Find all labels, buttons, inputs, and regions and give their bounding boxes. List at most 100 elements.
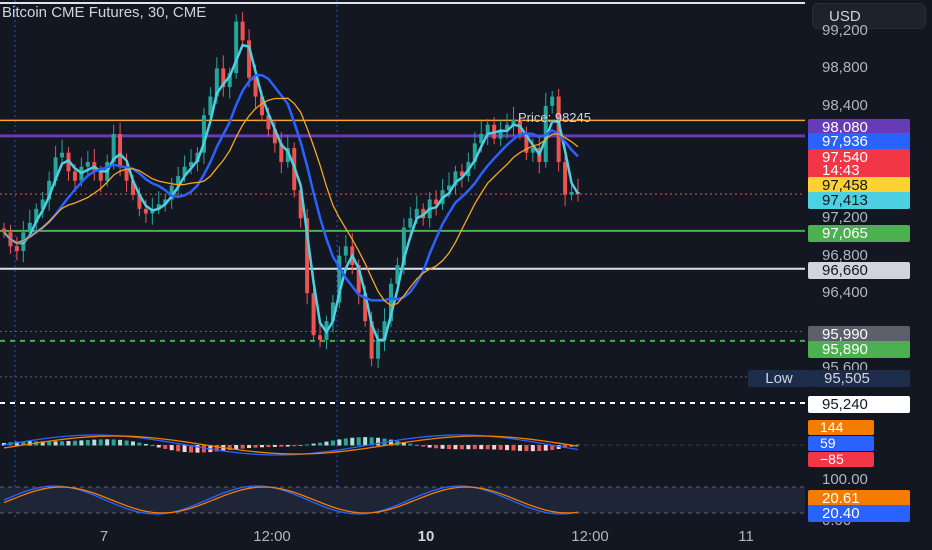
candle-body <box>337 255 342 303</box>
macd-bar <box>85 439 90 446</box>
price-badge: 95,505 <box>810 370 910 387</box>
price-badge: 97,458 <box>808 177 910 194</box>
y-tick-label: 98,800 <box>822 59 868 77</box>
macd-bar <box>118 439 123 446</box>
macd-bar <box>311 443 316 446</box>
macd-bar <box>337 439 342 446</box>
ma-mid-line <box>3 73 579 302</box>
candle-body <box>98 171 103 181</box>
macd-bar <box>511 445 516 451</box>
y-tick-label: 97,200 <box>822 209 868 227</box>
ma-fast-line <box>3 43 580 342</box>
macd-bar <box>318 442 323 446</box>
candle-body <box>27 222 32 233</box>
macd-bar <box>214 445 219 452</box>
price-annotation: Price: 98245 <box>518 110 591 125</box>
candle-body <box>47 180 52 200</box>
y-tick-label: 99,200 <box>822 22 868 39</box>
candle-body <box>266 115 271 130</box>
candle-body <box>72 171 77 181</box>
candle-body <box>208 96 213 116</box>
candle-body <box>240 21 245 41</box>
macd-bar <box>427 445 432 448</box>
candle-body <box>279 143 284 163</box>
candle-body <box>472 143 477 163</box>
candle-body <box>556 96 561 163</box>
candle-body <box>227 73 232 88</box>
macd-bar <box>498 445 503 450</box>
macd-bar <box>53 441 58 446</box>
price-badge: 98,080 <box>808 119 910 136</box>
candle-body <box>143 208 148 214</box>
macd-bar <box>2 443 6 446</box>
macd-bar <box>234 445 239 450</box>
macd-bar <box>505 445 510 451</box>
macd-bar <box>434 445 439 449</box>
candle-body <box>130 180 135 195</box>
macd-bar <box>130 441 135 446</box>
macd-bar <box>92 439 97 446</box>
candle-body <box>369 321 374 359</box>
candle-body <box>189 162 194 167</box>
x-tick-label: 10 <box>417 528 435 545</box>
macd-bar <box>189 445 194 453</box>
candle-body <box>234 21 239 74</box>
candle-body <box>311 293 316 336</box>
candle-body <box>330 302 335 322</box>
candle-body <box>343 246 348 256</box>
candle-body <box>40 199 45 209</box>
candle-body <box>388 283 393 322</box>
macd-bar <box>401 442 406 446</box>
macd-bar <box>105 439 110 446</box>
macd-bar <box>324 441 329 446</box>
candle-body <box>2 228 6 233</box>
candle-body <box>60 152 65 158</box>
candle-body <box>253 77 258 97</box>
stoch-tick-label: 100.00 <box>822 471 868 488</box>
macd-bar <box>111 439 116 446</box>
candle-body <box>259 96 264 116</box>
macd-signal-line <box>3 435 579 455</box>
macd-bar <box>72 440 77 446</box>
macd-bar <box>156 445 161 448</box>
macd-bar <box>408 443 413 446</box>
macd-bar <box>524 445 529 452</box>
candle-body <box>382 321 387 340</box>
candle-body <box>14 246 19 251</box>
stoch-badge: 20.40 <box>808 505 910 522</box>
x-tick-label: 11 <box>738 528 754 545</box>
candle-body <box>318 335 323 340</box>
macd-bar <box>292 445 297 447</box>
candle-body <box>363 293 368 322</box>
candle-body <box>163 199 168 205</box>
macd-bar <box>492 445 497 450</box>
macd-bar <box>414 444 419 446</box>
stoch-badge: 20.61 <box>808 490 910 507</box>
macd-bar <box>466 445 471 450</box>
candle-body <box>550 96 555 106</box>
macd-bar <box>150 445 155 446</box>
y-tick-label: 96,400 <box>822 284 868 302</box>
candle-body <box>298 190 303 219</box>
candle-body <box>395 265 400 284</box>
price-badge: 95,990 <box>808 326 910 343</box>
macd-bar <box>459 445 464 450</box>
candle-body <box>156 204 161 209</box>
candle-body <box>356 265 361 294</box>
macd-bar <box>543 445 548 451</box>
macd-bar <box>169 445 174 451</box>
candle-body <box>34 208 39 223</box>
macd-bar <box>227 445 232 451</box>
macd-bar <box>556 445 561 450</box>
candle-body <box>214 68 219 97</box>
currency-button[interactable]: USD <box>812 3 926 29</box>
macd-badge: 59 <box>808 436 874 451</box>
price-badge: 95,240 <box>808 396 910 413</box>
candle-body <box>53 157 58 181</box>
ma-slow-line <box>3 97 579 307</box>
price-badge: 97,936 <box>808 133 910 150</box>
macd-bar <box>253 445 258 448</box>
y-tick-label: 96,800 <box>822 246 868 264</box>
macd-bar <box>453 445 458 450</box>
